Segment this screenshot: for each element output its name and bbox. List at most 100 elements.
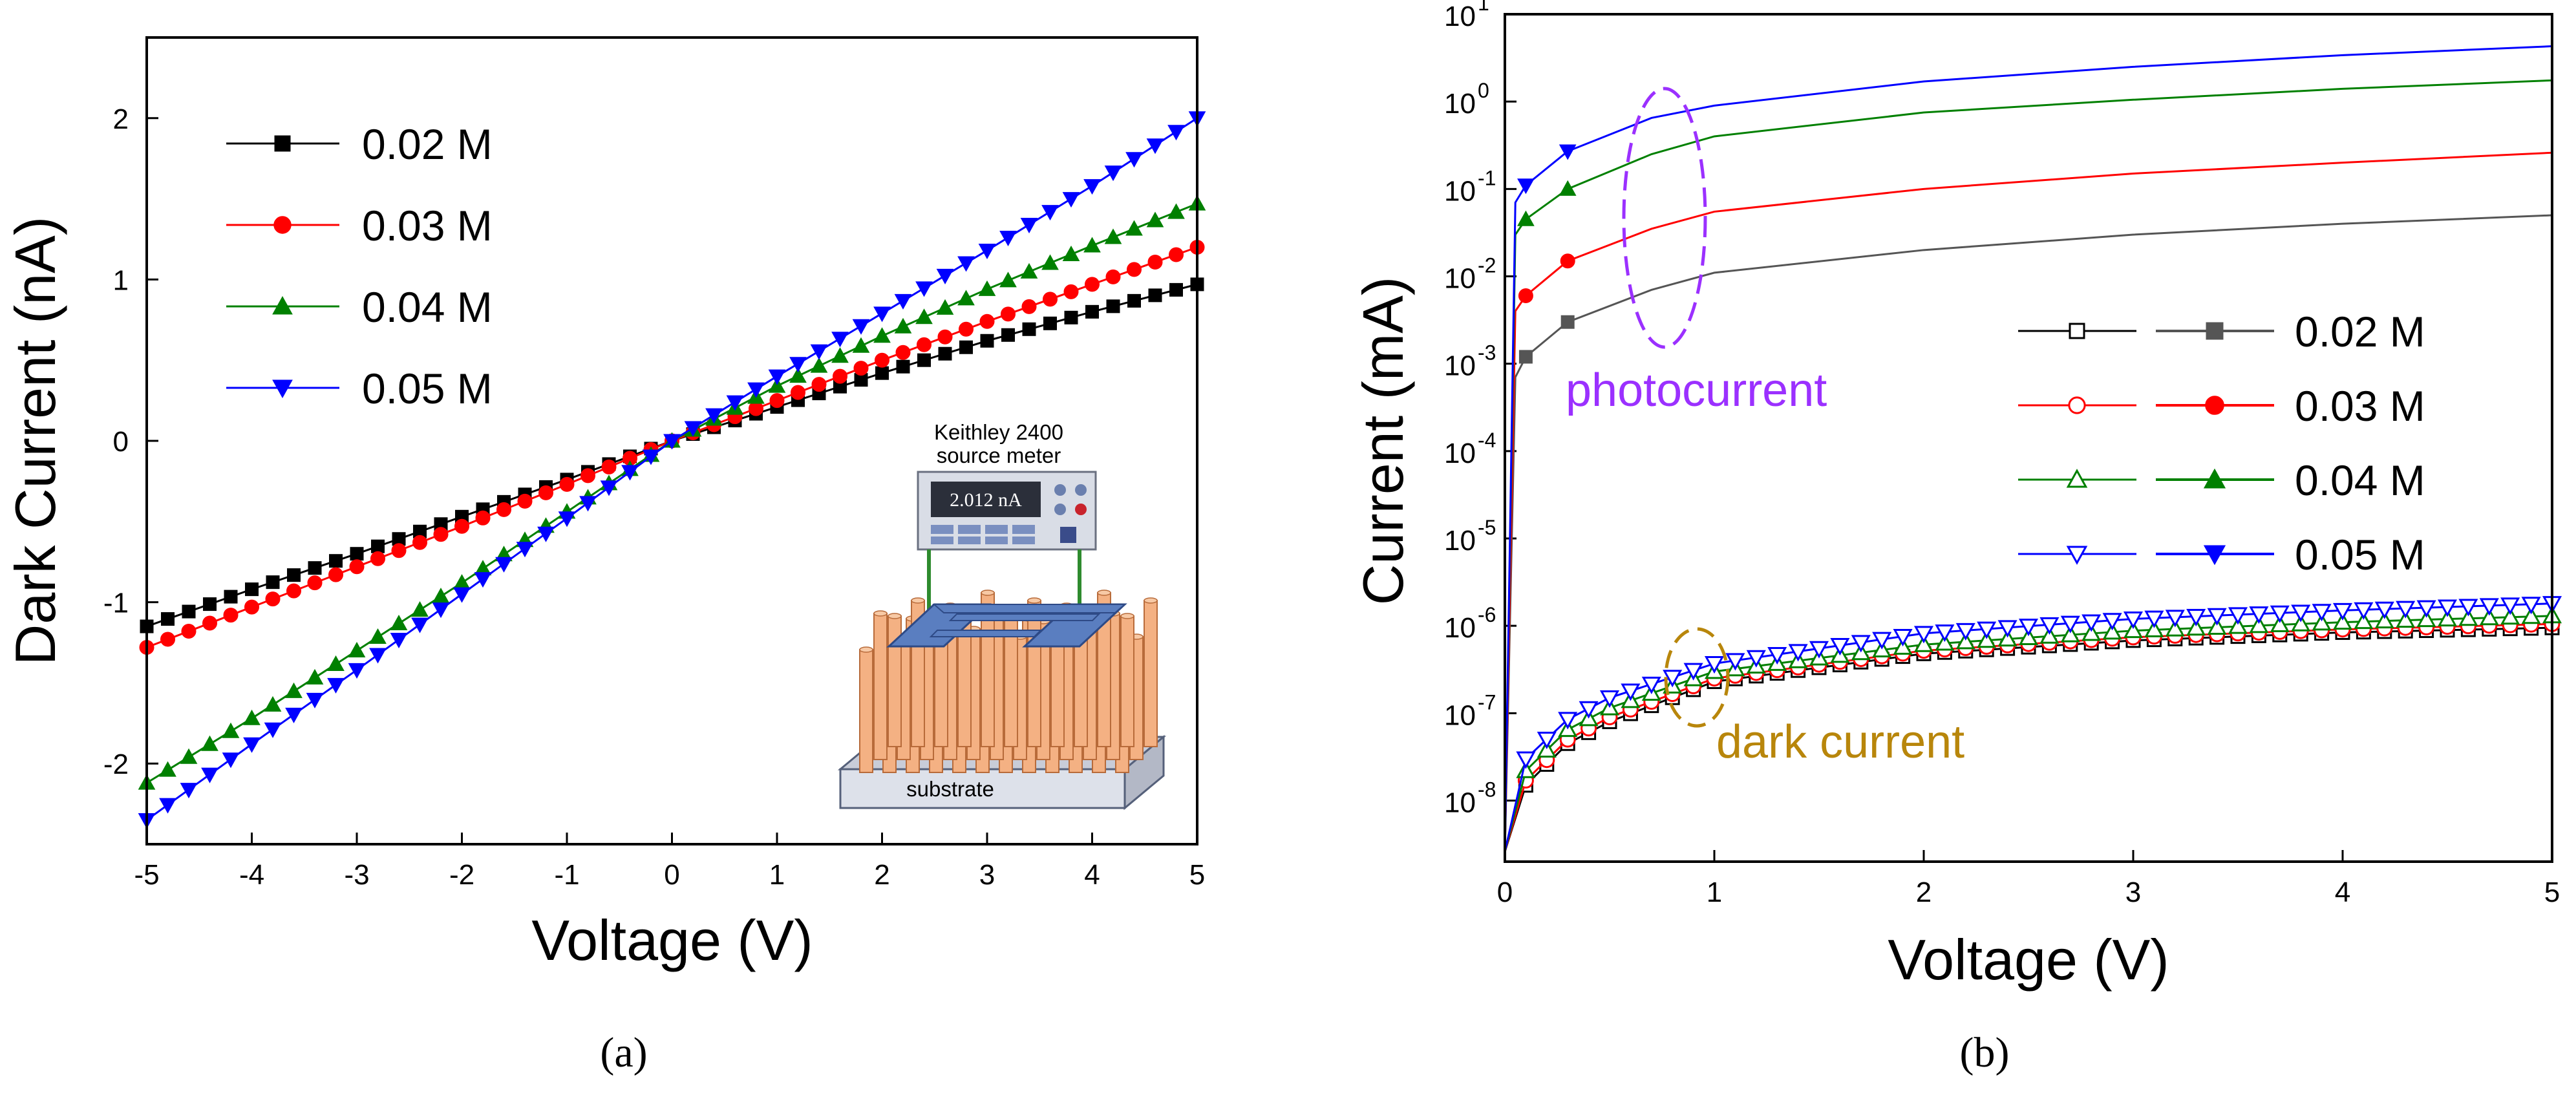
data-point <box>2416 600 2436 618</box>
meter-display-reading: 2.012 nA <box>950 489 1022 511</box>
y-tick-exponent: -4 <box>1478 429 1496 452</box>
data-point <box>1559 180 1577 196</box>
x-tick-label: -4 <box>239 859 264 891</box>
data-point <box>1041 254 1059 270</box>
data-point <box>2270 605 2290 623</box>
data-point <box>558 511 576 527</box>
data-point <box>496 502 511 517</box>
dark-current-annotation: dark current <box>1716 716 1964 768</box>
y-tick-label: -2 <box>103 749 129 780</box>
data-point <box>2123 621 2144 639</box>
x-tick-label: -1 <box>554 859 579 891</box>
data-point <box>894 293 912 310</box>
data-point <box>831 347 849 363</box>
data-point <box>308 561 322 575</box>
data-point <box>327 677 345 694</box>
data-point <box>159 798 176 814</box>
data-point <box>2332 611 2353 630</box>
data-point <box>266 575 280 590</box>
series-line-photo-002M <box>1504 214 2553 852</box>
data-point <box>1062 192 1080 208</box>
data-point <box>1146 211 1164 228</box>
photocurrent-ellipse <box>1622 87 1707 349</box>
data-point <box>1105 269 1121 284</box>
data-point <box>2081 614 2102 632</box>
data-point <box>453 587 471 603</box>
data-point <box>265 591 281 607</box>
data-point <box>161 612 175 626</box>
data-point <box>1935 624 1955 643</box>
data-point <box>1704 656 1725 674</box>
panel-b-y-axis-title: Current (mA) <box>1351 277 1415 606</box>
legend-marker-dark <box>2069 323 2085 339</box>
data-point <box>2249 615 2269 633</box>
data-point <box>1537 739 1557 758</box>
data-point <box>1830 638 1850 656</box>
data-point <box>454 518 469 534</box>
data-point <box>2291 613 2311 632</box>
data-point <box>2396 610 2416 628</box>
data-point <box>980 334 994 348</box>
panel-a-ticks: -5 -4 -3 -2 -1 0 1 2 3 4 5 -2 -1 0 1 2 <box>103 103 1205 891</box>
data-point <box>201 735 218 751</box>
data-point <box>1146 138 1164 154</box>
data-point <box>1683 663 1703 681</box>
data-point <box>1127 262 1142 277</box>
data-point <box>601 459 617 474</box>
data-point <box>1893 637 1913 655</box>
data-point <box>474 572 492 588</box>
y-tick-label: 1 <box>113 264 129 296</box>
data-point <box>642 449 660 465</box>
nanorod <box>1144 600 1158 747</box>
instrument-label-line1: Keithley 2400 <box>934 420 1063 444</box>
x-tick-label: 3 <box>2125 877 2141 908</box>
data-point <box>245 582 259 597</box>
data-point <box>915 308 933 324</box>
y-tick-exponent: -1 <box>1478 166 1496 189</box>
data-point <box>2500 597 2520 615</box>
legend-marker <box>272 295 293 315</box>
y-tick-exponent: -7 <box>1478 690 1496 714</box>
legend-label: 0.05 M <box>362 365 493 412</box>
data-point <box>2312 604 2332 622</box>
data-point <box>1788 644 1808 662</box>
data-point <box>412 535 427 550</box>
x-tick-label: 5 <box>1189 859 1205 891</box>
legend-label: 0.05 M <box>2295 531 2425 579</box>
panel-a-chart: -5 -4 -3 -2 -1 0 1 2 3 4 5 -2 -1 0 1 2 Keithley 2400 so… <box>3 36 1206 1076</box>
data-point <box>873 327 891 343</box>
data-point <box>287 568 301 582</box>
data-point <box>1516 751 1536 769</box>
data-point <box>307 575 323 591</box>
data-point <box>348 663 366 679</box>
data-point <box>1851 635 1871 653</box>
data-point <box>2458 608 2478 626</box>
data-point <box>1913 626 1934 644</box>
data-point <box>1104 228 1122 244</box>
data-point <box>2060 615 2080 633</box>
data-point <box>432 602 450 619</box>
legend-label: 0.03 M <box>362 202 493 250</box>
data-point <box>1518 350 1533 364</box>
data-point <box>350 547 364 561</box>
data-point <box>2018 627 2039 645</box>
data-point <box>180 783 198 799</box>
data-point <box>852 319 870 335</box>
data-point <box>1725 653 1745 671</box>
data-point <box>1955 622 1975 641</box>
substrate-label: substrate <box>906 777 994 801</box>
data-point <box>938 346 952 361</box>
y-tick-label: 10 <box>1444 612 1476 644</box>
data-point <box>1043 316 1057 330</box>
data-point <box>1558 712 1578 730</box>
data-point <box>181 624 197 639</box>
data-point <box>895 345 911 360</box>
legend-marker <box>274 135 291 152</box>
data-point <box>2521 606 2541 624</box>
legend-marker <box>272 379 293 399</box>
legend-marker-dark <box>2066 469 2088 488</box>
panel-a-label: (a) <box>600 1029 647 1076</box>
data-point <box>243 709 261 725</box>
data-point <box>810 357 828 373</box>
